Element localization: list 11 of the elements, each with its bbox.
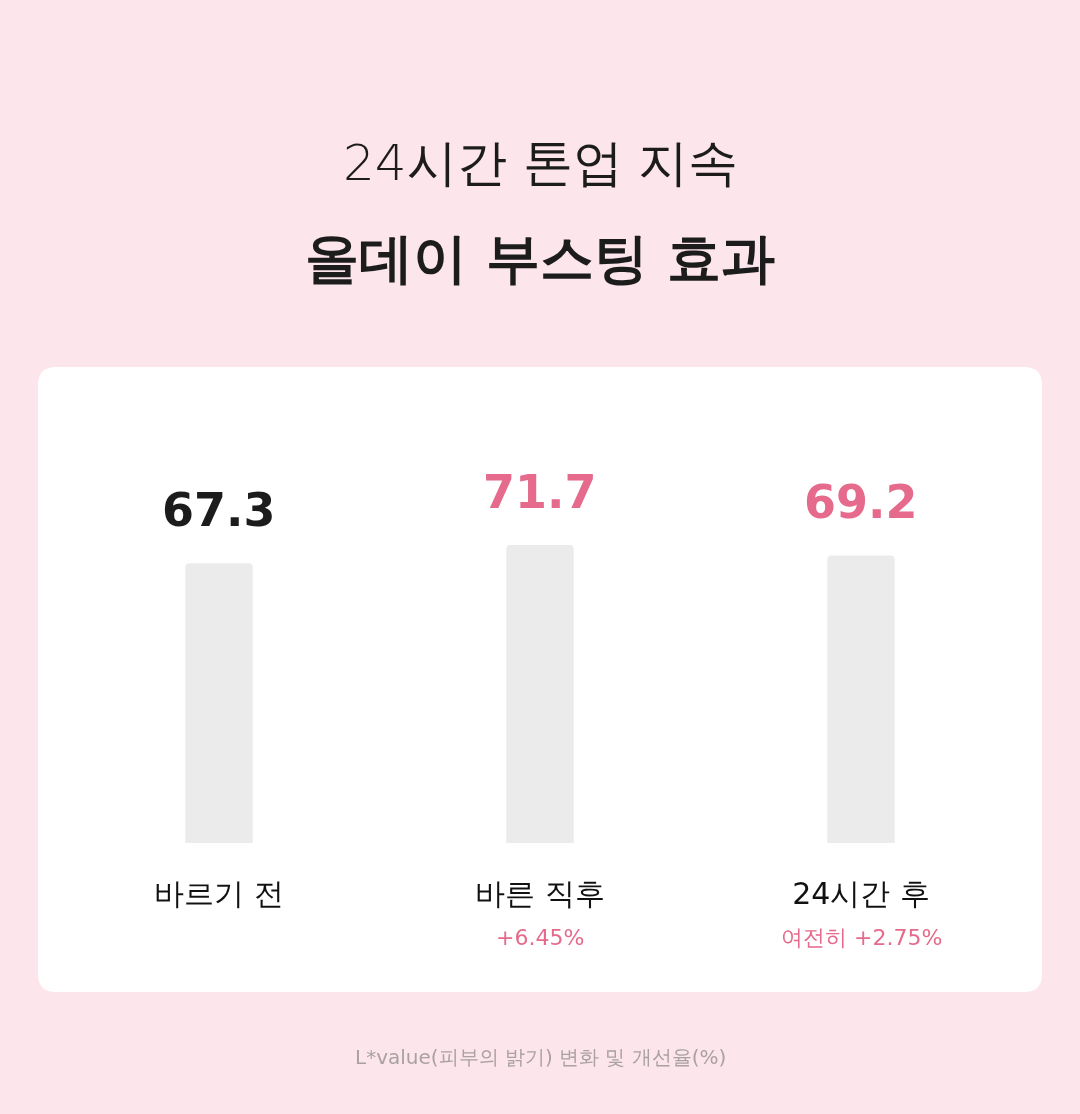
data-label: 67.3 — [162, 483, 276, 537]
x-tick-label: 바르기 전 — [154, 876, 284, 911]
text: L*value(피부의 밝기) 변화 및 개선율(%) — [355, 1045, 727, 1069]
x-tick-label: 바른 직후 — [475, 876, 605, 911]
x-tick-label: 24시간 후 — [792, 876, 930, 911]
chart-title: 24시간 톤업 지속 — [343, 134, 739, 192]
chart-subtitle: 올데이 부스팅 효과 — [305, 227, 775, 290]
data-label: 71.7 — [483, 465, 597, 519]
text: +6.45% — [496, 925, 585, 950]
text: 여전히 +2.75% — [781, 925, 943, 950]
data-label: 69.2 — [804, 475, 918, 529]
